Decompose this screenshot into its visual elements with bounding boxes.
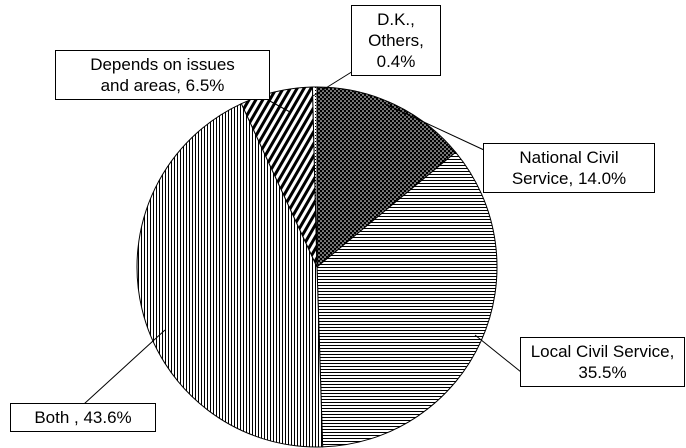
- leader-line: [384, 103, 485, 151]
- leader-line: [474, 334, 522, 373]
- slice-label: Depends on issues and areas, 6.5%: [55, 50, 270, 100]
- leader-line: [312, 67, 359, 97]
- pie-slice: [136, 102, 324, 448]
- slice-label: National Civil Service, 14.0%: [483, 143, 655, 193]
- pie-slice: [316, 86, 457, 269]
- slice-label: Both , 43.6%: [10, 403, 156, 432]
- pie-slice: [316, 151, 498, 448]
- leader-line: [267, 99, 291, 113]
- slices: [136, 86, 498, 448]
- slice-label: D.K., Others, 0.4%: [351, 5, 441, 76]
- leader-line: [83, 329, 166, 405]
- pie-slice: [311, 86, 318, 268]
- slice-label: Local Civil Service, 35.5%: [520, 337, 685, 387]
